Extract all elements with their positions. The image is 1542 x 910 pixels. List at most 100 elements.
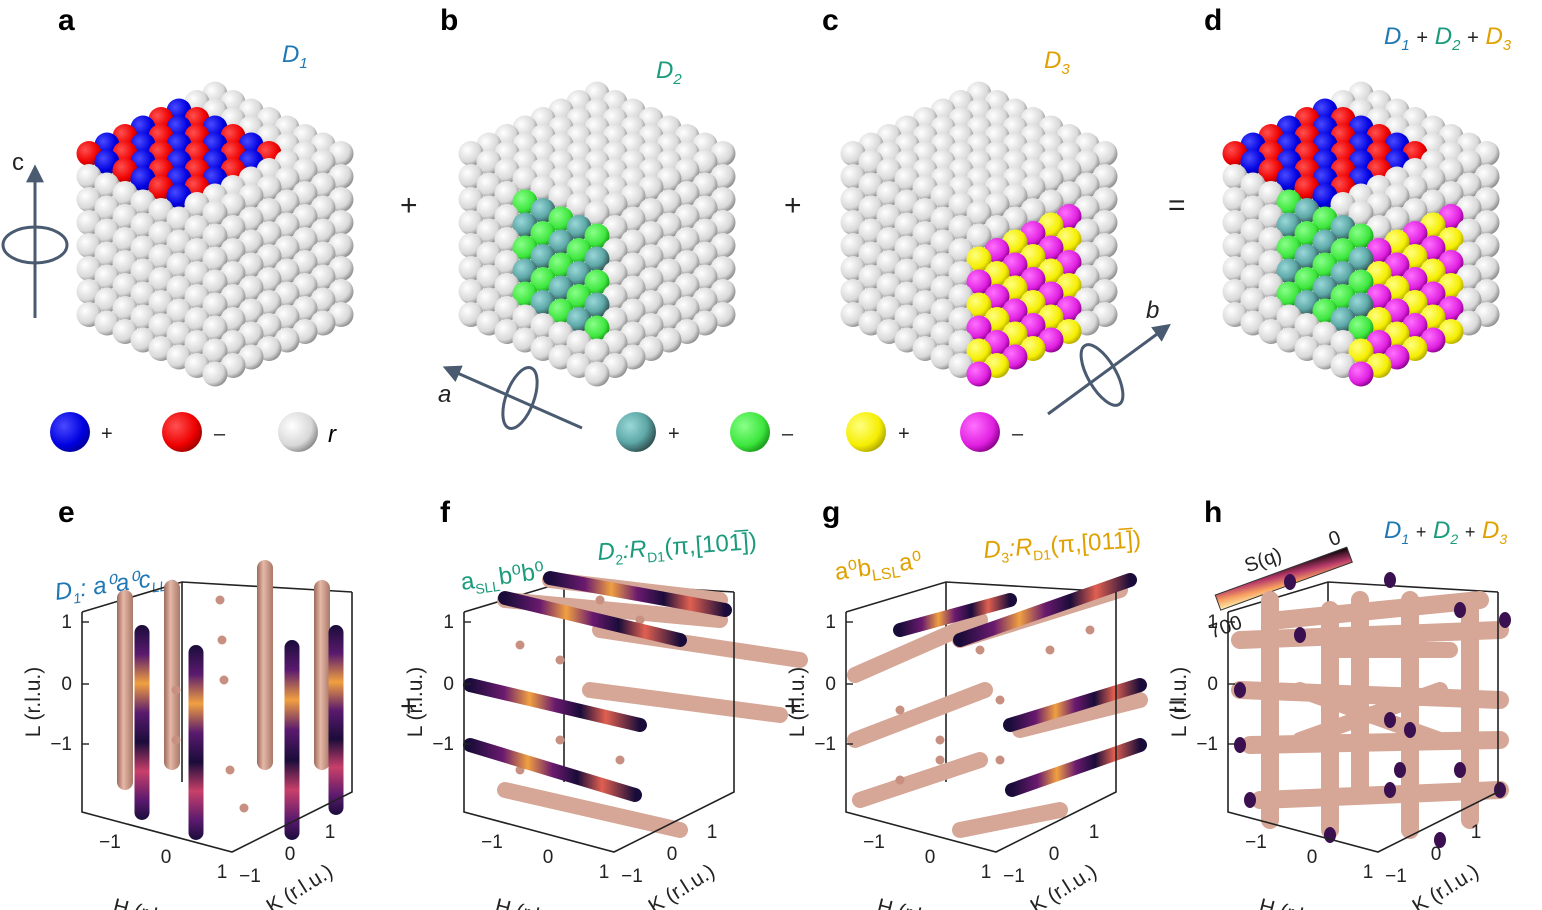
rotation-axis-b: b — [1047, 297, 1171, 416]
atom-sphere — [584, 200, 610, 226]
legend-plus-2: + — [668, 423, 680, 445]
bragg-point — [555, 735, 565, 745]
legend-sphere-white — [278, 412, 318, 452]
h-tick-label: 0 — [161, 847, 172, 868]
l-tick-label: 0 — [1207, 674, 1218, 695]
k-axis-label: K (r.l.u.) — [1408, 860, 1483, 910]
k-tick-label: 0 — [285, 844, 296, 865]
atom-sphere — [1348, 361, 1374, 387]
cube-d — [1222, 81, 1500, 387]
panel-letter-f: f — [440, 496, 451, 529]
atom-sphere — [966, 269, 992, 295]
bragg-point — [935, 755, 945, 765]
legend-minus-3: – — [1012, 423, 1024, 445]
label-d3: D3 — [1044, 47, 1070, 78]
bragg-point — [995, 695, 1005, 705]
legend-sphere-red — [162, 412, 202, 452]
diagonal-tube — [893, 593, 1017, 637]
vertical-tube — [188, 645, 204, 840]
peak-end-cap — [1499, 612, 1511, 628]
vertical-tube — [134, 625, 150, 820]
peak-end-cap — [1294, 627, 1306, 643]
panel-letter-c: c — [822, 4, 839, 37]
diagonal-tube — [847, 682, 993, 748]
equals-operator-1: = — [1168, 189, 1186, 222]
diagonal-tube — [463, 738, 642, 802]
legend-sphere-green — [730, 412, 770, 452]
atom-sphere — [1348, 200, 1374, 226]
atom-sphere — [584, 223, 610, 249]
panel-letter-d: d — [1204, 4, 1222, 37]
bragg-point — [995, 755, 1005, 765]
atom-sphere — [1348, 269, 1374, 295]
atom-sphere — [584, 246, 610, 272]
atom-sphere — [202, 200, 228, 226]
k-tick-label: −1 — [1003, 866, 1025, 887]
atom-sphere — [584, 361, 610, 387]
panel-letter-b: b — [440, 4, 458, 37]
bragg-point — [615, 755, 625, 765]
l-tick-label: 0 — [61, 674, 72, 695]
h-tick-label: 1 — [1363, 862, 1374, 883]
panel-letter-g: g — [822, 496, 840, 529]
vertical-tube — [164, 580, 180, 770]
axis-label-c: c — [12, 149, 24, 176]
k-tick-label: 1 — [1089, 822, 1100, 843]
atom-sphere — [1348, 246, 1374, 272]
plus-operator-1: + — [400, 189, 418, 222]
k-tick-label: −1 — [621, 866, 643, 887]
k-tick-label: 1 — [325, 822, 336, 843]
atom-sphere — [202, 223, 228, 249]
diagonal-tube — [497, 782, 688, 838]
atom-sphere — [1348, 292, 1374, 318]
plus-operator-2: + — [784, 189, 802, 222]
diagonal-tube — [1241, 731, 1509, 754]
atom-sphere — [966, 246, 992, 272]
cube-a — [76, 81, 354, 387]
peak-end-cap — [1494, 782, 1506, 798]
bragg-point — [895, 705, 905, 715]
bragg-point — [555, 655, 565, 665]
box-front-edges — [81, 592, 353, 853]
box-front-edges — [1227, 592, 1499, 853]
diagonal-tube — [582, 682, 788, 723]
vertical-tube — [328, 625, 344, 815]
h-tick-label: −1 — [99, 832, 121, 853]
k-tick-label: −1 — [239, 866, 261, 887]
bragg-point — [515, 640, 525, 650]
colorbar-min: 0 — [1326, 527, 1344, 551]
peak-end-cap — [1234, 682, 1246, 698]
k-tick-label: 0 — [1049, 844, 1060, 865]
diagonal-tube — [1251, 781, 1509, 809]
label-f-formula: aSLLb⁰b⁰ — [459, 557, 547, 598]
rotation-axis-c: c — [1, 149, 69, 318]
l-axis-label: L (r.l.u.) — [1168, 667, 1191, 737]
legend-sphere-magenta — [960, 412, 1000, 452]
cube-b — [458, 81, 736, 387]
bragg-point — [239, 803, 249, 813]
atom-sphere — [966, 292, 992, 318]
atom-sphere — [202, 246, 228, 272]
h-tick-label: 1 — [599, 862, 610, 883]
panel-letter-h: h — [1204, 496, 1222, 529]
bragg-point — [595, 595, 605, 605]
diagonal-tube — [952, 802, 1068, 838]
bragg-point — [1045, 645, 1055, 655]
l-tick-label: −1 — [50, 734, 72, 755]
atom-sphere — [584, 269, 610, 295]
k-axis-label: K (r.l.u.) — [1026, 860, 1101, 910]
panel-letter-a: a — [58, 4, 75, 37]
peak-end-cap — [1384, 572, 1396, 588]
l-tick-label: 1 — [443, 612, 454, 633]
vertical-tube — [314, 580, 330, 770]
equals-operator-2: = — [1168, 690, 1186, 723]
l-axis-label: L (r.l.u.) — [22, 667, 45, 737]
legend-plus-3: + — [898, 423, 910, 445]
k-tick-label: 1 — [1471, 822, 1482, 843]
peak-end-cap — [1284, 574, 1296, 590]
vertical-tube — [284, 640, 300, 840]
diagonal-tube — [1271, 591, 1489, 629]
diagonal-tube — [1012, 692, 1148, 738]
h-tick-label: 0 — [543, 847, 554, 868]
atom-sphere — [966, 200, 992, 226]
